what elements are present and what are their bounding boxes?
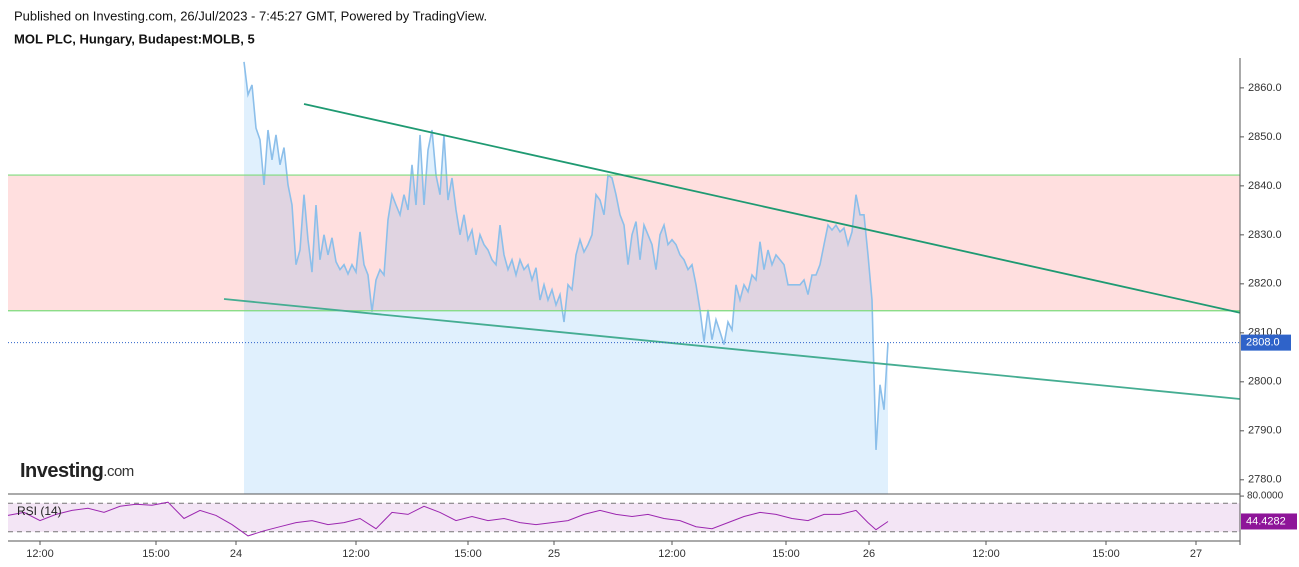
- y-tick-label: 2840.0: [1248, 180, 1282, 192]
- last-price-tag: [1241, 334, 1291, 351]
- chart-title: MOL PLC, Hungary, Budapest:MOLB, 5: [14, 31, 255, 46]
- rsi-value-tag: [1241, 513, 1297, 530]
- x-tick-label: 26: [863, 548, 875, 560]
- logo: Investing.com: [20, 460, 134, 482]
- x-tick-label: 15:00: [454, 548, 482, 560]
- x-tick-label: 15:00: [772, 548, 800, 560]
- x-tick-label: 15:00: [1092, 548, 1120, 560]
- y-tick-label: 2860.0: [1248, 82, 1282, 94]
- y-tick-label: 2830.0: [1248, 229, 1282, 241]
- x-tick-label: 12:00: [342, 548, 370, 560]
- x-tick-label: 24: [230, 548, 242, 560]
- y-tick-label: 2820.0: [1248, 278, 1282, 290]
- y-tick-label: 2850.0: [1248, 131, 1282, 143]
- trend-line: [223, 298, 1241, 400]
- x-tick-label: 27: [1190, 548, 1202, 560]
- last-price-label: 2808.0: [1246, 337, 1280, 349]
- zone: [8, 175, 1240, 311]
- logo-main: Investing: [20, 460, 103, 482]
- trend-line: [303, 103, 1241, 314]
- y-tick-label: 2780.0: [1248, 474, 1282, 486]
- plot-layer: 2780.02790.02800.02810.02820.02830.02840…: [7, 61, 1297, 560]
- y-tick-label: 2800.0: [1248, 376, 1282, 388]
- price-plot: [243, 61, 889, 494]
- x-tick-label: 12:00: [26, 548, 54, 560]
- x-tick-label: 25: [548, 548, 560, 560]
- rsi-value-label: 44.4282: [1246, 515, 1286, 527]
- rsi-band: [8, 503, 1240, 532]
- rsi-line: [7, 501, 889, 537]
- x-tick-label: 12:00: [972, 548, 1000, 560]
- price-area: [244, 61, 888, 494]
- y-tick-label: 2790.0: [1248, 425, 1282, 437]
- price-line: [243, 61, 889, 450]
- x-tick-label: 12:00: [658, 548, 686, 560]
- y-tick-label: 80.0000: [1247, 491, 1284, 502]
- x-tick-label: 15:00: [142, 548, 170, 560]
- logo-suffix: .com: [103, 463, 134, 480]
- published-note: Published on Investing.com, 26/Jul/2023 …: [14, 8, 487, 23]
- rsi-title: RSI (14): [17, 504, 62, 518]
